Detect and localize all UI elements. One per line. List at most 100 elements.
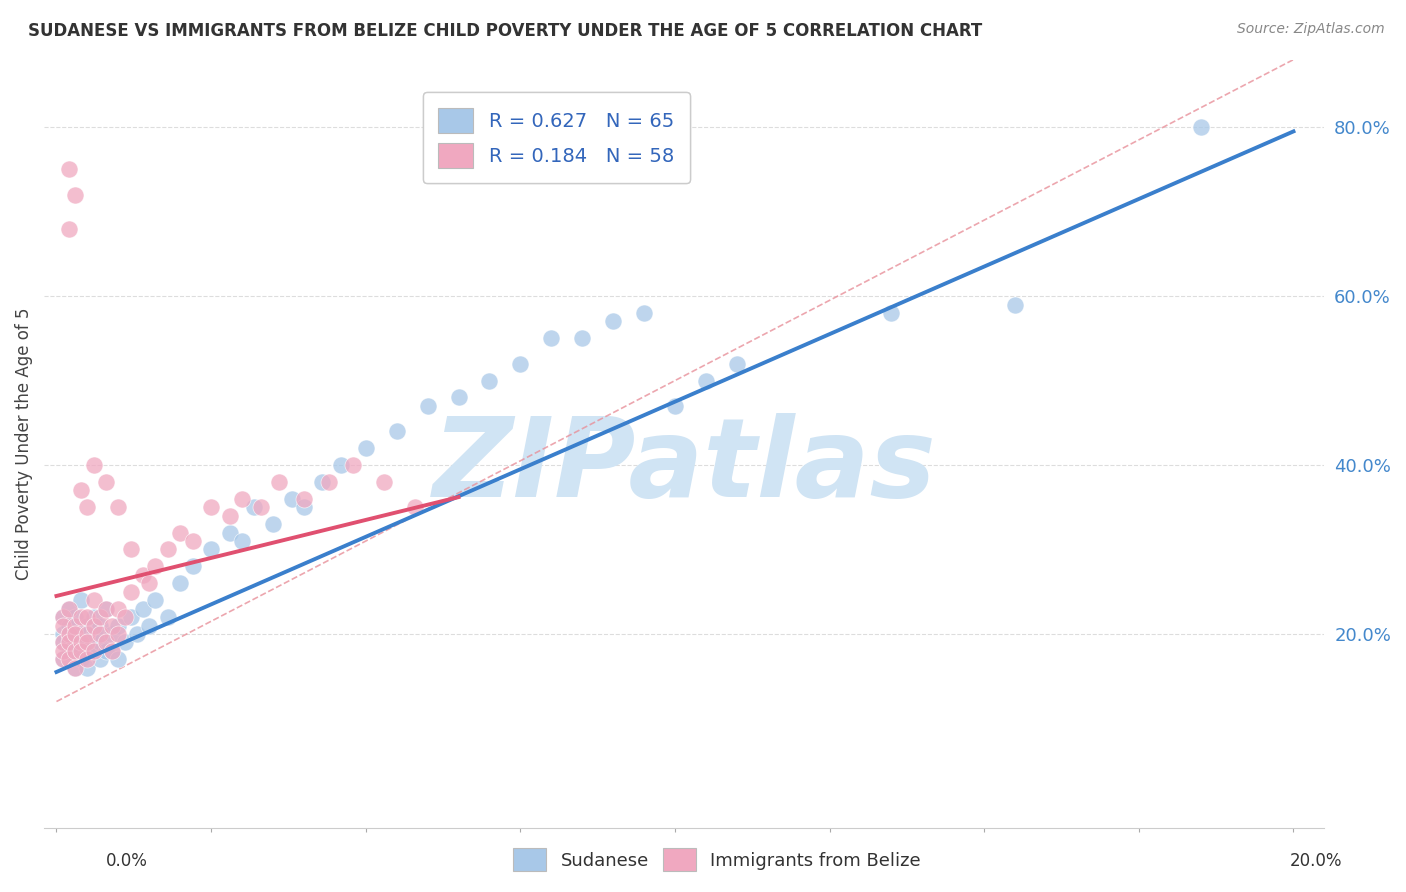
Point <box>120 542 142 557</box>
Point <box>695 374 717 388</box>
Point <box>120 610 142 624</box>
Point <box>107 627 129 641</box>
Point <box>52 644 75 658</box>
Point <box>83 618 105 632</box>
Point <box>243 500 266 515</box>
Point <box>880 306 903 320</box>
Point <box>633 306 655 320</box>
Point <box>63 644 86 658</box>
Point <box>145 593 167 607</box>
Point <box>447 391 470 405</box>
Point <box>70 483 93 498</box>
Point <box>292 491 315 506</box>
Point <box>101 618 124 632</box>
Point <box>1004 297 1026 311</box>
Point <box>94 601 117 615</box>
Point <box>58 221 80 235</box>
Point <box>63 661 86 675</box>
Point <box>70 593 93 607</box>
Point <box>70 610 93 624</box>
Legend: Sudanese, Immigrants from Belize: Sudanese, Immigrants from Belize <box>506 841 928 879</box>
Point <box>52 627 75 641</box>
Point <box>76 661 98 675</box>
Y-axis label: Child Poverty Under the Age of 5: Child Poverty Under the Age of 5 <box>15 308 32 580</box>
Point <box>63 618 86 632</box>
Point <box>76 610 98 624</box>
Point <box>218 525 240 540</box>
Point <box>83 627 105 641</box>
Point <box>76 627 98 641</box>
Point <box>70 635 93 649</box>
Point <box>58 601 80 615</box>
Point <box>218 508 240 523</box>
Point <box>416 399 439 413</box>
Point <box>58 644 80 658</box>
Point <box>76 618 98 632</box>
Point <box>125 627 148 641</box>
Point <box>1189 120 1212 135</box>
Point <box>181 559 204 574</box>
Point <box>200 542 222 557</box>
Point <box>725 357 748 371</box>
Point <box>169 525 191 540</box>
Point <box>89 627 111 641</box>
Point <box>602 314 624 328</box>
Point <box>385 424 408 438</box>
Point <box>342 458 364 472</box>
Point <box>138 576 160 591</box>
Point <box>58 627 80 641</box>
Point <box>76 652 98 666</box>
Point <box>107 601 129 615</box>
Legend: R = 0.627   N = 65, R = 0.184   N = 58: R = 0.627 N = 65, R = 0.184 N = 58 <box>423 93 690 183</box>
Point <box>200 500 222 515</box>
Point <box>52 652 75 666</box>
Point <box>63 610 86 624</box>
Point <box>571 331 593 345</box>
Point <box>478 374 501 388</box>
Point <box>58 618 80 632</box>
Point <box>262 517 284 532</box>
Point <box>76 500 98 515</box>
Point <box>156 542 179 557</box>
Point <box>52 610 75 624</box>
Point <box>107 500 129 515</box>
Point <box>63 187 86 202</box>
Point <box>311 475 333 489</box>
Text: ZIPatlas: ZIPatlas <box>433 414 936 520</box>
Point <box>76 635 98 649</box>
Point <box>63 635 86 649</box>
Point <box>132 567 155 582</box>
Point <box>114 635 136 649</box>
Point <box>63 644 86 658</box>
Point <box>58 652 80 666</box>
Point <box>249 500 271 515</box>
Point <box>89 610 111 624</box>
Point <box>63 661 86 675</box>
Point <box>156 610 179 624</box>
Point <box>269 475 291 489</box>
Point <box>318 475 340 489</box>
Text: Source: ZipAtlas.com: Source: ZipAtlas.com <box>1237 22 1385 37</box>
Point <box>76 644 98 658</box>
Point <box>83 644 105 658</box>
Point <box>83 644 105 658</box>
Point <box>101 627 124 641</box>
Text: 20.0%: 20.0% <box>1291 852 1343 870</box>
Point <box>94 644 117 658</box>
Point <box>89 635 111 649</box>
Point <box>70 644 93 658</box>
Text: 0.0%: 0.0% <box>105 852 148 870</box>
Point <box>83 593 105 607</box>
Point <box>169 576 191 591</box>
Point <box>94 475 117 489</box>
Point <box>664 399 686 413</box>
Point <box>132 601 155 615</box>
Point <box>509 357 531 371</box>
Point <box>330 458 353 472</box>
Point <box>89 652 111 666</box>
Point <box>63 627 86 641</box>
Point <box>58 635 80 649</box>
Point <box>52 635 75 649</box>
Point <box>101 644 124 658</box>
Point <box>120 584 142 599</box>
